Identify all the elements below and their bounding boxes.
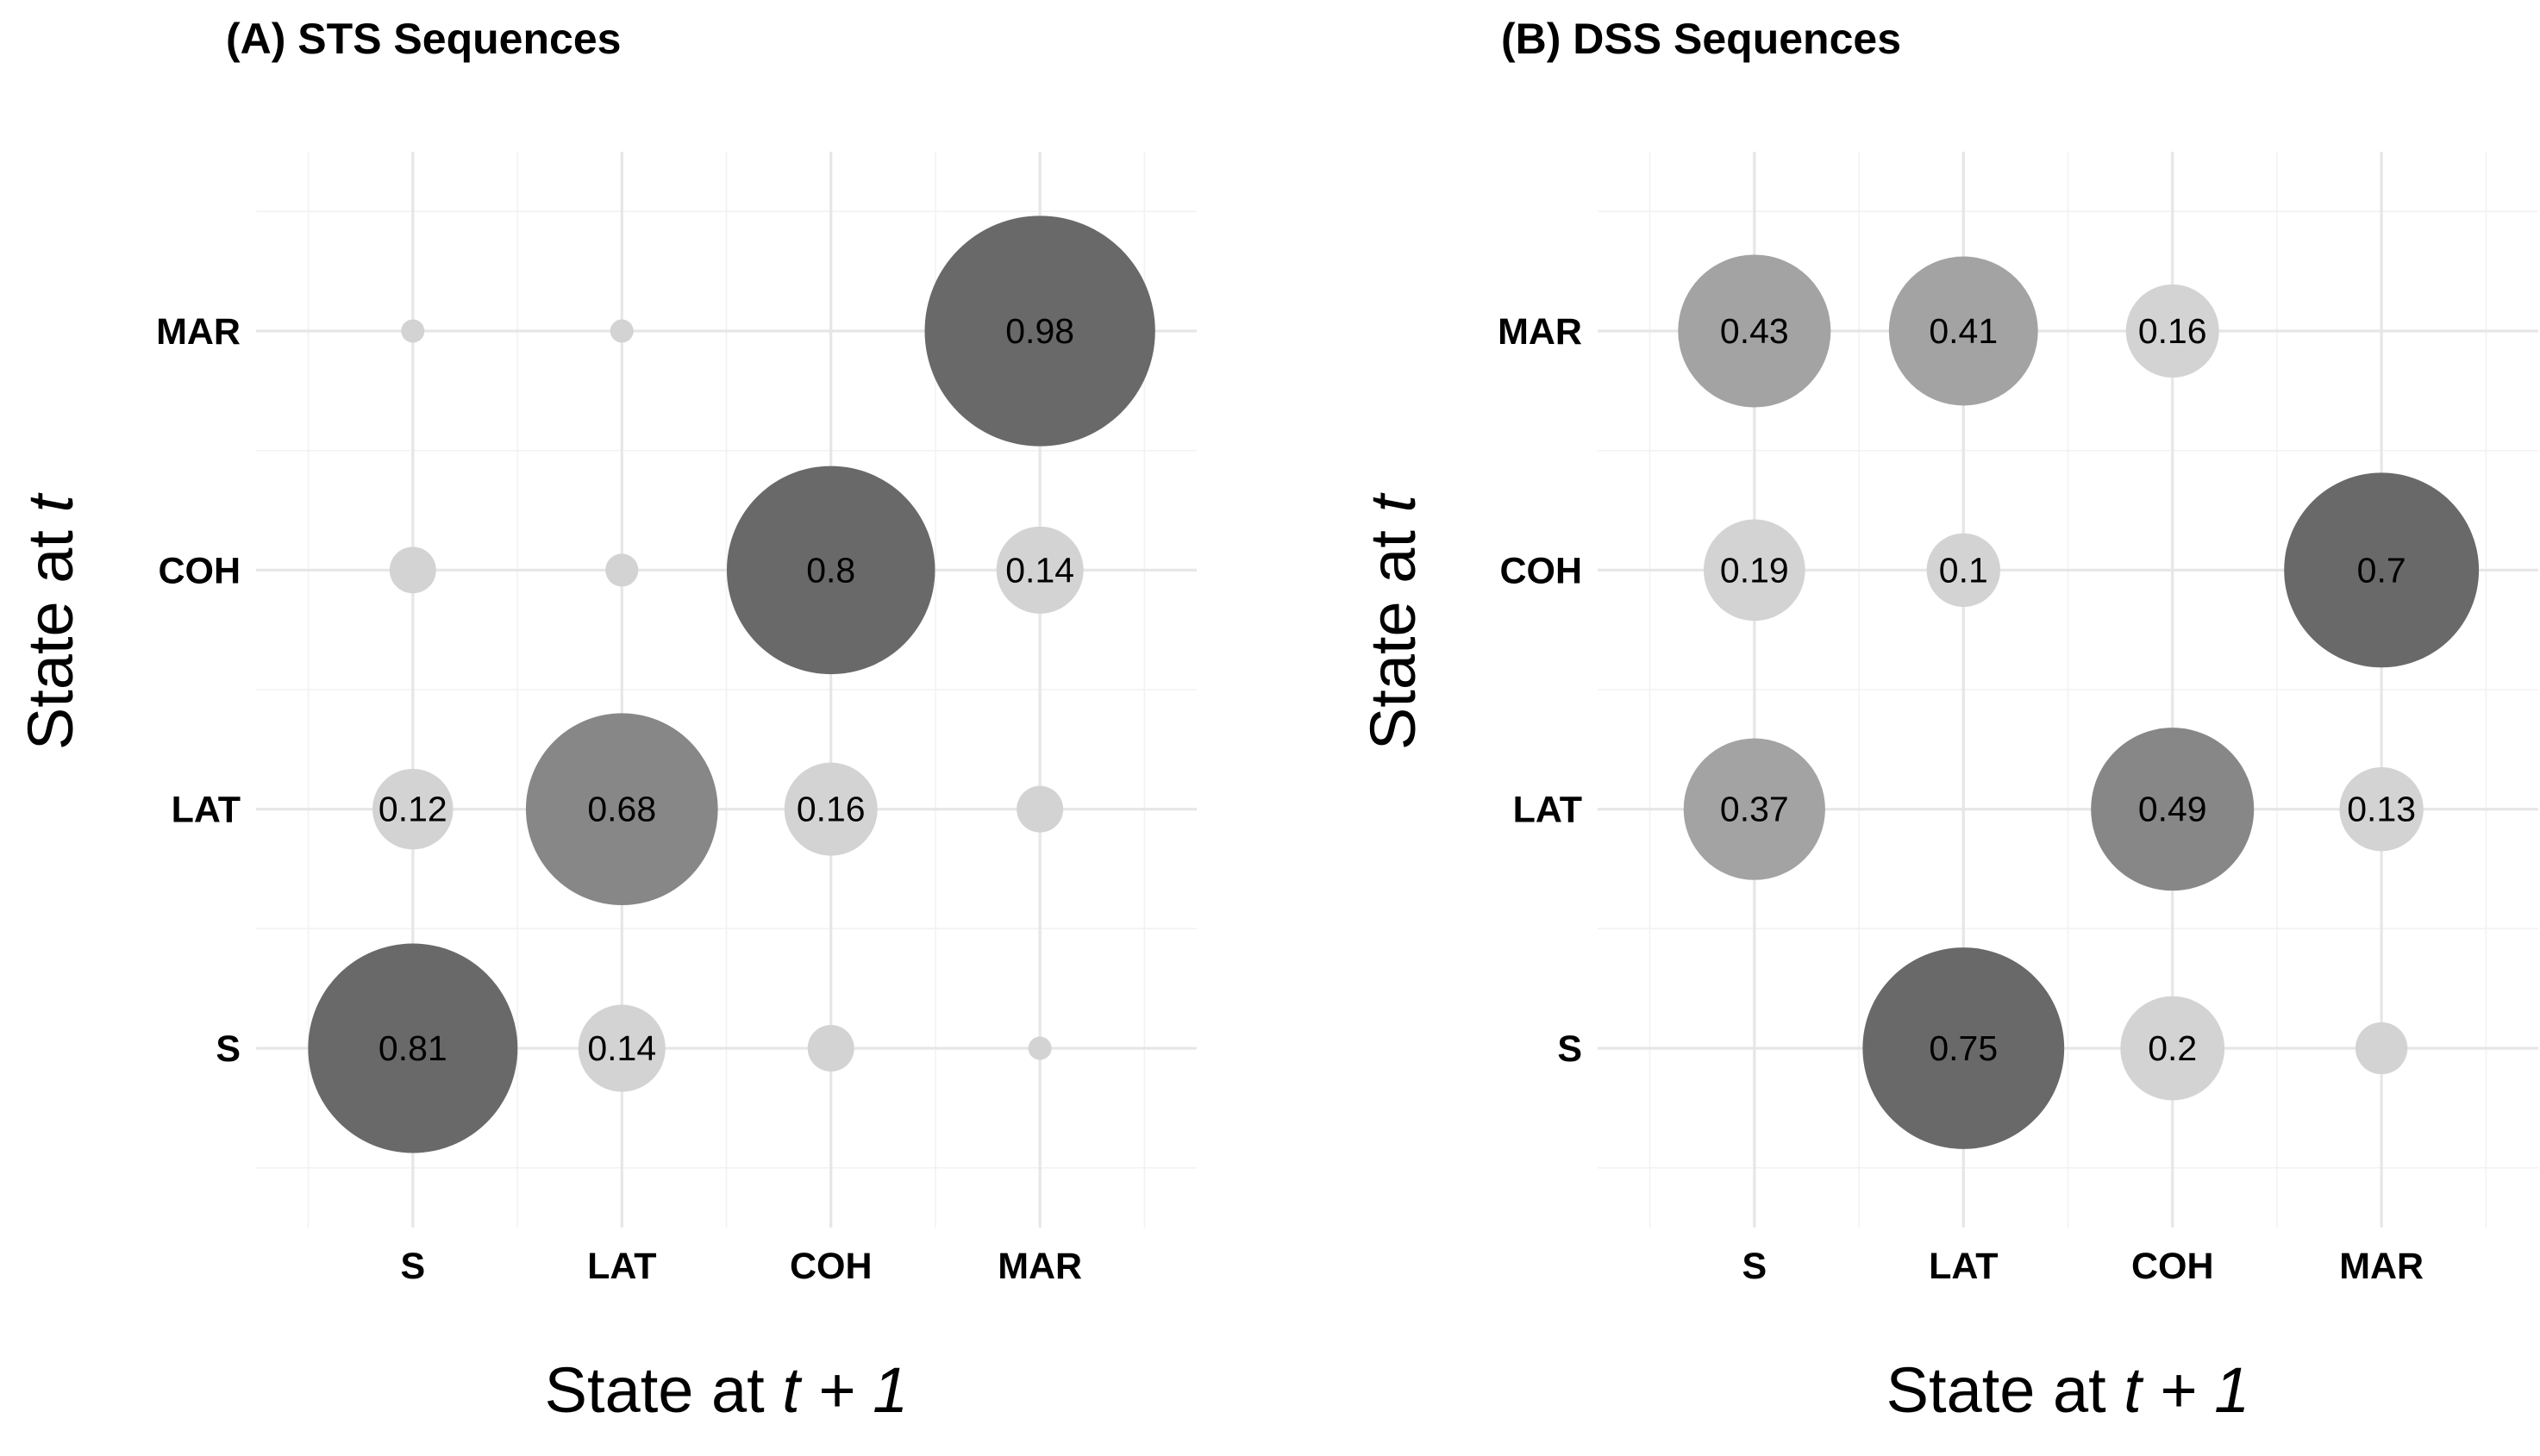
bubble-coh-to-mar <box>996 526 1084 614</box>
bubble-lat-to-s <box>1683 738 1825 880</box>
x-axis-title-italic: t + 1 <box>2124 1354 2249 1426</box>
y-axis-title-italic: t <box>1357 491 1429 512</box>
bubble-s-to-lat <box>1862 947 2065 1149</box>
bubble-value-label: 0.13 <box>2347 790 2416 829</box>
y-axis-title-text: State at <box>1357 512 1429 750</box>
y-tick-label: LAT <box>1513 790 1582 831</box>
x-axis-title: State at t + 1 <box>1886 1354 2250 1426</box>
panel-a: 0.81 0.14 0.12 0.68 0.16 0.8 0.14 0.98 S LAT COH MA… <box>15 15 1197 1426</box>
x-axis-title-italic: t + 1 <box>782 1354 908 1426</box>
y-axis-title: State at t <box>1357 491 1429 750</box>
x-tick-label: S <box>400 1246 425 1287</box>
y-axis-title-text: State at <box>15 512 86 750</box>
bubble-mar-to-mar <box>924 216 1155 447</box>
bubble-value-label: 0.1 <box>1939 550 1988 590</box>
bubble-coh-to-lat <box>1926 533 2000 608</box>
bubble-s-to-mar <box>2355 1022 2408 1075</box>
bubble-lat-to-coh <box>2091 728 2255 891</box>
x-tick-label: MAR <box>2339 1246 2424 1287</box>
panel-b: 0.75 0.2 0.37 0.49 0.13 0.19 0.1 0.7 0.43 0.41 0.1… <box>1357 15 2538 1426</box>
bubble-lat-to-mar <box>1017 785 1064 833</box>
bubble-mar-to-s <box>401 319 425 343</box>
bubble-s-to-s <box>308 943 518 1153</box>
bubble-mar-to-lat <box>1888 256 2038 406</box>
bubble-value-label: 0.14 <box>1005 550 1074 590</box>
bubble-value-label: 0.49 <box>2138 790 2207 829</box>
bubble-coh-to-mar <box>2284 472 2480 668</box>
y-tick-label: COH <box>1499 550 1582 591</box>
bubble-s-to-coh <box>2120 996 2225 1101</box>
x-tick-label: COH <box>790 1246 873 1287</box>
bubble-lat-to-mar <box>2339 766 2424 852</box>
bubble-lat-to-coh <box>784 762 878 856</box>
y-tick-label: S <box>216 1028 241 1070</box>
bubble-mar-to-s <box>1678 254 1831 408</box>
bubble-value-label: 0.68 <box>587 790 656 829</box>
bubble-lat-to-lat <box>525 713 718 905</box>
bubble-value-label: 0.14 <box>587 1028 656 1068</box>
bubble-mar-to-coh <box>2125 284 2219 378</box>
x-tick-label: LAT <box>587 1246 656 1287</box>
bubble-s-to-lat <box>578 1004 666 1092</box>
x-axis-title-text: State at <box>545 1354 783 1426</box>
bubble-value-label: 0.37 <box>1720 790 1789 829</box>
panel-title: (B) DSS Sequences <box>1501 15 1901 63</box>
bubble-value-label: 0.19 <box>1720 550 1789 590</box>
bubble-value-label: 0.2 <box>2148 1028 2197 1068</box>
y-tick-label: COH <box>158 550 241 591</box>
x-tick-label: S <box>1742 1246 1767 1287</box>
bubble-value-label: 0.16 <box>797 790 866 829</box>
bubble-value-label: 0.98 <box>1005 311 1074 351</box>
bubble-value-label: 0.12 <box>378 790 447 829</box>
x-tick-label: MAR <box>998 1246 1082 1287</box>
bubble-value-label: 0.81 <box>378 1028 447 1068</box>
bubble-coh-to-lat <box>605 553 639 587</box>
bubble-value-label: 0.16 <box>2138 311 2207 351</box>
y-tick-label: LAT <box>172 790 241 831</box>
x-tick-label: LAT <box>1929 1246 1998 1287</box>
bubble-s-to-mar <box>1028 1036 1052 1060</box>
x-axis-title-text: State at <box>1886 1354 2124 1426</box>
y-tick-label: S <box>1557 1028 1582 1070</box>
x-axis-title: State at t + 1 <box>545 1354 909 1426</box>
bubble-coh-to-s <box>1703 519 1805 622</box>
y-axis-title: State at t <box>15 491 86 750</box>
bubble-value-label: 0.75 <box>1929 1028 1998 1068</box>
panel-title: (A) STS Sequences <box>226 15 621 63</box>
y-tick-label: MAR <box>156 311 241 353</box>
bubble-mar-to-lat <box>610 319 634 343</box>
x-tick-label: COH <box>2131 1246 2214 1287</box>
bubble-s-to-coh <box>807 1025 854 1072</box>
y-tick-label: MAR <box>1498 311 1582 353</box>
bubble-value-label: 0.7 <box>2357 550 2406 590</box>
bubble-lat-to-s <box>372 768 454 850</box>
bubble-value-label: 0.43 <box>1720 311 1789 351</box>
y-axis-title-italic: t <box>15 491 86 512</box>
bubble-coh-to-s <box>389 547 436 594</box>
bubble-value-label: 0.8 <box>806 550 855 590</box>
bubble-coh-to-coh <box>726 466 935 675</box>
bubble-value-label: 0.41 <box>1929 311 1998 351</box>
